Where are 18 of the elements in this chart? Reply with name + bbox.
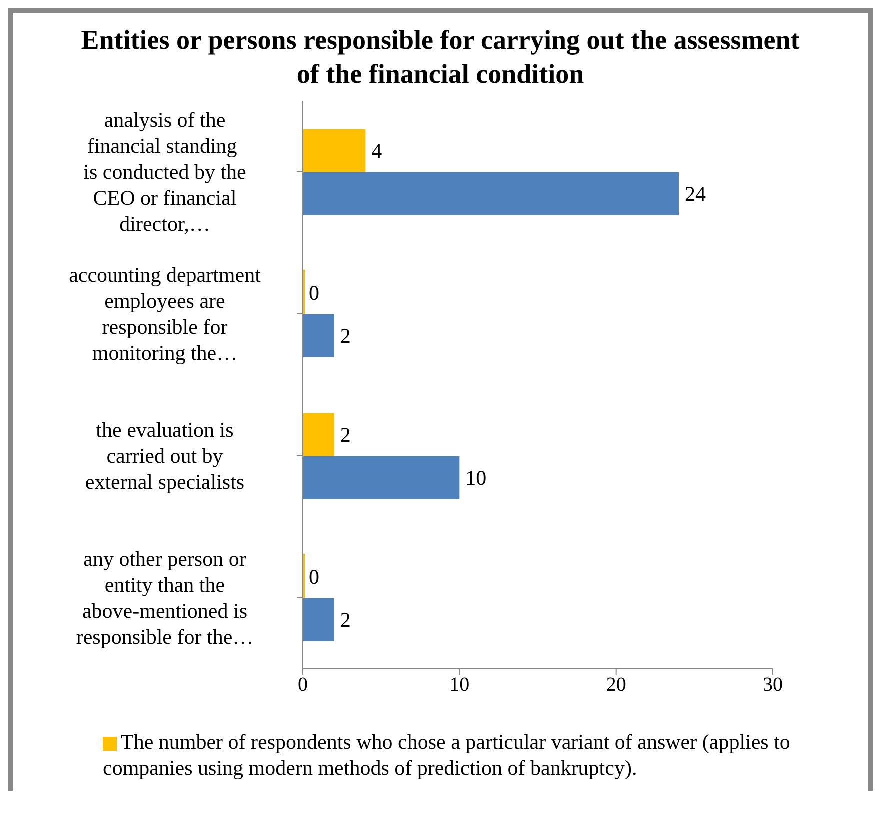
data-label: 0 [309,564,320,589]
y-tick-label: analysis of the financial standing is conducted by the CEO or financial director,… [84,108,246,236]
y-tick-label: any other person or entity than the above-mentioned is responsible for the… [76,547,254,649]
data-label: 24 [685,182,706,206]
y-tick-label: accounting department employees are responsible for monitoring the… [69,263,262,365]
x-tick-label: 20 [606,674,626,696]
data-label: 2 [340,608,351,632]
data-label: 0 [309,280,320,305]
data-label: 4 [372,138,383,163]
x-tick-label: 0 [298,674,308,696]
legend-label: The number of respondents who chose a particular variant of answer (applies to companies using modern methods of prediction of bankruptcy). [103,730,790,780]
chart-title: Entities or persons responsible for carrying out the assessment of the financial condition [80,24,801,91]
data-label: 2 [340,422,351,447]
y-tick-label: the evaluation is carried out by external specialists [85,418,245,494]
data-label: 10 [466,466,487,490]
x-tick-label: 30 [763,674,783,696]
data-label: 2 [340,324,351,348]
x-tick-label: 10 [450,674,470,696]
